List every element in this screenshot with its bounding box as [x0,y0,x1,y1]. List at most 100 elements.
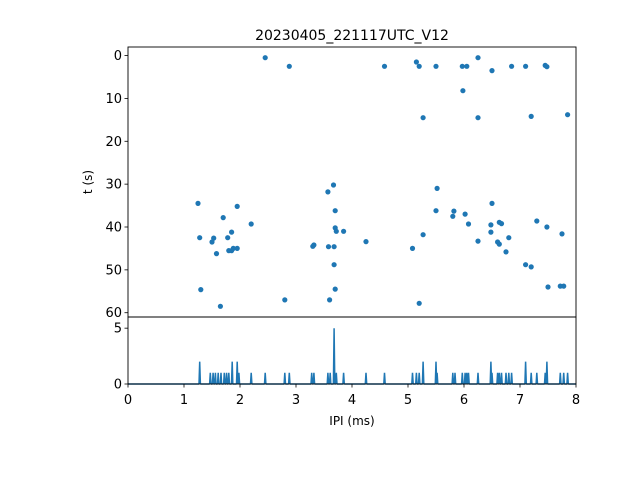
scatter-point [229,229,235,235]
scatter-point [341,228,347,234]
scatter-point [234,203,240,209]
scatter-point [475,55,481,61]
scatter-point [545,284,551,290]
ipi-frame [127,316,577,385]
scatter-point [229,248,235,254]
scatter-point [310,243,316,249]
scatter-point [523,262,529,268]
scatter-point [220,215,226,221]
x-tick-label: 6 [460,393,468,408]
x-tick-label: 4 [348,393,356,408]
y-tick-label: 60 [105,306,122,321]
scatter-point [498,221,505,227]
scatter-point [262,55,268,61]
scatter-panel: 20230405_221117UTC_V12 0 10 20 30 40 50 60 t (… [81,28,577,321]
scatter-point [462,211,468,217]
scatter-point [433,208,439,214]
scatter-point [475,115,481,121]
scatter-point [506,235,512,241]
scatter-point [489,68,495,74]
scatter-point [409,245,416,251]
scatter-point [286,63,292,69]
scatter-point [488,229,494,235]
scatter-point [211,235,217,241]
scatter-point [330,182,337,188]
scatter-point [503,249,509,255]
scatter-point [234,245,240,251]
scatter-points [195,55,571,309]
scatter-point [416,300,422,306]
y-tick-label: 0 [114,378,122,393]
x-tick-label: 1 [180,393,188,408]
scatter-point [528,264,534,270]
scatter-point [496,241,502,247]
scatter-point [544,64,550,70]
scatter-point [209,239,215,245]
scatter-point [420,232,426,238]
scatter-point [325,189,331,195]
scatter-point [459,63,465,69]
scatter-point [197,235,203,241]
x-tick-label: 0 [124,393,132,408]
scatter-point [559,231,565,237]
scatter-point [565,112,571,118]
scatter-point [413,59,419,65]
y-axis-ticks-ipi: 05 [114,322,128,393]
scatter-point [420,115,426,121]
scatter-point [198,287,204,293]
scatter-point [523,63,529,69]
scatter-point [475,238,481,244]
scatter-point [213,251,220,257]
x-tick-label: 3 [292,393,300,408]
scatter-point [464,63,470,69]
scatter-point [465,221,472,227]
scatter-point [434,185,440,191]
y-axis-label: t (s) [81,170,95,194]
scatter-point [488,222,494,228]
scatter-point [489,200,495,206]
y-tick-label: 5 [114,322,122,337]
y-tick-label: 50 [105,263,122,278]
scatter-point [534,218,540,224]
scatter-point [282,297,288,303]
scatter-point [416,63,422,69]
scatter-point [332,286,338,292]
scatter-point [460,88,466,94]
scatter-point [433,63,439,69]
scatter-point [327,297,333,303]
scatter-point [225,235,231,241]
scatter-point [450,213,456,219]
x-tick-label: 7 [516,393,524,408]
scatter-point [331,244,337,250]
y-tick-label: 10 [105,92,122,107]
y-tick-label: 30 [105,178,122,193]
scatter-point [325,244,332,250]
scatter-point [217,303,223,309]
scatter-point [363,239,369,245]
scatter-point [195,200,201,206]
scatter-point [451,208,457,214]
y-axis-ticks: 0 10 20 30 40 50 60 [105,49,128,321]
y-tick-label: 0 [114,49,122,64]
scatter-point [332,208,338,214]
scatter-point [331,262,337,268]
x-tick-label: 2 [236,393,244,408]
ipi-count-line [128,328,576,385]
scatter-frame [127,46,577,318]
scatter-point [528,113,534,119]
scatter-point [509,63,515,69]
scatter-point [333,228,339,234]
scatter-point [248,221,254,227]
y-tick-label: 20 [105,135,122,150]
x-axis-ticks: 0 1 2 3 4 5 6 7 8 [124,384,580,408]
scatter-point [381,63,388,69]
scatter-point [561,283,567,289]
x-axis-label: IPI (ms) [329,414,374,428]
x-tick-label: 5 [404,393,412,408]
y-tick-label: 40 [105,221,122,236]
x-tick-label: 8 [572,393,580,408]
chart-title: 20230405_221117UTC_V12 [255,28,449,44]
scatter-point [544,224,550,230]
